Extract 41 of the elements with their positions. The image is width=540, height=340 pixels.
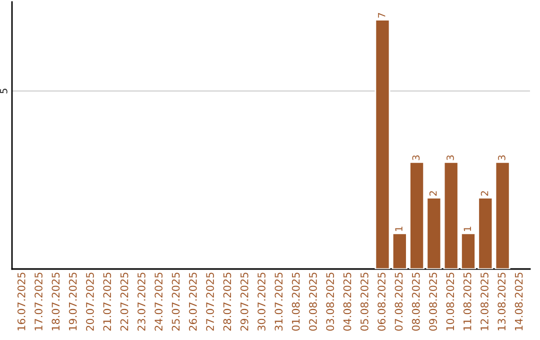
x-tick-label: 31.07.2025	[274, 272, 283, 331]
data-label: 3	[446, 155, 454, 160]
x-tick-label: 19.07.2025	[68, 272, 77, 330]
bar	[374, 19, 390, 269]
x-tick-label: 18.07.2025	[52, 272, 60, 330]
x-tick-label: 14.08.2025	[514, 272, 523, 330]
x-tick-label: 21.07.2025	[103, 272, 112, 331]
data-label: 3	[498, 155, 506, 160]
x-tick-label: 29.07.2025	[240, 272, 248, 331]
x-tick-label: 04.08.2025	[343, 272, 352, 331]
data-label: 1	[464, 226, 471, 231]
y-tick-label: 5	[0, 88, 8, 94]
x-tick-label: 20.07.2025	[86, 272, 94, 331]
x-tick-label: 25.07.2025	[172, 272, 180, 331]
data-label: 2	[429, 191, 437, 196]
x-tick-label: 03.08.2025	[326, 272, 334, 331]
x-tick-label: 06.08.2025	[378, 272, 386, 331]
data-label: 2	[480, 191, 488, 196]
x-tick-label: 26.07.2025	[188, 272, 197, 331]
x-tick-label: 05.08.2025	[360, 272, 368, 331]
x-tick-label: 02.08.2025	[309, 272, 317, 331]
data-label: 7	[378, 13, 386, 18]
x-tick-label: 24.07.2025	[154, 272, 163, 331]
x-tick-label: 28.07.2025	[223, 272, 232, 331]
x-tick-label: 27.07.2025	[206, 272, 214, 331]
x-tick-label: 10.08.2025	[446, 272, 454, 330]
x-tick-label: 12.08.2025	[480, 272, 488, 330]
x-tick-label: 08.08.2025	[412, 272, 420, 331]
x-tick-label: 11.08.2025	[463, 272, 472, 330]
x-tick-label: 30.07.2025	[258, 272, 266, 331]
x-tick-label: 09.08.2025	[429, 272, 437, 331]
x-tick-label: 13.08.2025	[498, 272, 506, 330]
x-tick-label: 07.08.2025	[394, 272, 403, 331]
bar	[494, 162, 510, 269]
x-tick-label: 16.07.2025	[17, 272, 26, 330]
data-label: 1	[395, 226, 402, 231]
x-tick-label: 17.07.2025	[34, 272, 42, 330]
x-tick-label: 01.08.2025	[292, 272, 300, 331]
x-tick-label: 23.07.2025	[138, 272, 146, 331]
data-label: 3	[412, 155, 420, 160]
x-tick-label: 22.07.2025	[120, 272, 128, 331]
